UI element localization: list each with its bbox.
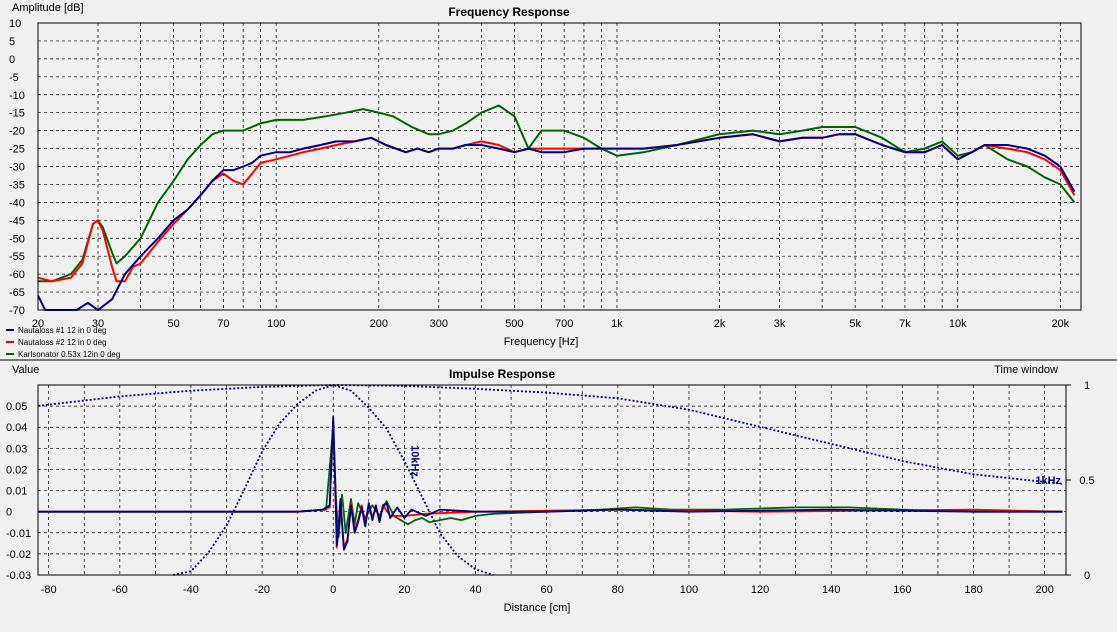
ir-window-group xyxy=(37,384,1063,576)
fr-ytick-label: -50 xyxy=(9,233,25,245)
ir-xtick-label: 180 xyxy=(964,584,982,596)
fr-ytick-label: -40 xyxy=(9,197,25,209)
fr-xtick-label: 1k xyxy=(611,318,623,330)
ir-xtick-label: 20 xyxy=(398,584,410,596)
fr-ylabel: Amplitude [dB] xyxy=(12,2,84,14)
fr-xtick-label: 3k xyxy=(774,318,786,330)
ir-xtick-label: 200 xyxy=(1035,584,1053,596)
fr-ytick-label: -45 xyxy=(9,215,25,227)
ir-series-line-1 xyxy=(38,415,1063,551)
ir-xtick-label: -40 xyxy=(183,584,199,596)
fr-title: Frequency Response xyxy=(448,5,570,19)
fr-ytick-label: -35 xyxy=(9,179,25,191)
fr-ytick-label: -60 xyxy=(9,269,25,281)
fr-ytick-label: -25 xyxy=(9,144,25,156)
ir-ylabel: Value xyxy=(12,364,39,376)
fr-xtick-label: 700 xyxy=(555,318,573,330)
ir-y2label: Time window xyxy=(994,364,1058,376)
ir-ytick-label: 0.03 xyxy=(6,443,27,455)
fr-series-line-1 xyxy=(37,133,1076,311)
legend-label-series-2: Nautaloss #2 12 in 0 deg xyxy=(18,338,107,347)
fr-ytick-label: -65 xyxy=(9,287,25,299)
fr-axis-labels: 1050-5-10-15-20-25-30-35-40-45-50-55-60-… xyxy=(9,18,1070,330)
ir-ytick-label: 0.04 xyxy=(6,422,27,434)
fr-ytick-label: 0 xyxy=(9,54,15,66)
ir-xtick-label: -60 xyxy=(112,584,128,596)
ir-xtick-label: 40 xyxy=(469,584,481,596)
ir-ytick-label: 0.02 xyxy=(6,464,27,476)
ir-window-label-1: 10kHz xyxy=(408,445,420,477)
fr-xtick-label: 5k xyxy=(849,318,861,330)
ir-series-group xyxy=(38,415,1063,551)
fr-xtick-label: 2k xyxy=(714,318,726,330)
ir-xtick-label: 120 xyxy=(751,584,769,596)
ir-ytick-label: 0.01 xyxy=(6,486,27,498)
ir-xtick-label: -20 xyxy=(254,584,270,596)
ir-ytick-label: -0.03 xyxy=(6,570,31,582)
ir-axis-labels: 0.05 0.04 0.03 0.02 0.01 0 -0.01 -0.02 -0.03 -80 -… xyxy=(6,380,1095,596)
ir-xtick-label: 60 xyxy=(541,584,553,596)
fr-xtick-label: 20 xyxy=(32,318,44,330)
fr-legend: Nautaloss #1 12 in 0 deg Nautaloss #2 12… xyxy=(6,326,120,359)
ir-xtick-label: 100 xyxy=(680,584,698,596)
ir-xtick-label: 160 xyxy=(893,584,911,596)
fr-series-line-3 xyxy=(38,104,1076,283)
fr-xtick-label: 200 xyxy=(370,318,388,330)
ir-ytick-label: 0 xyxy=(6,507,12,519)
ir-y2tick-label: 0.5 xyxy=(1079,475,1094,487)
fr-xtick-label: 500 xyxy=(505,318,523,330)
ir-xlabel: Distance [cm] xyxy=(504,602,571,614)
ir-ytick-label: -0.02 xyxy=(6,549,31,561)
fr-xtick-label: 20k xyxy=(1051,318,1069,330)
fr-xtick-label: 70 xyxy=(217,318,229,330)
fr-ytick-label: 5 xyxy=(9,36,15,48)
fr-ytick-label: 10 xyxy=(9,18,21,30)
ir-xtick-label: 80 xyxy=(612,584,624,596)
legend-label-series-1: Nautaloss #1 12 in 0 deg xyxy=(18,326,107,335)
ir-series-line-3 xyxy=(38,426,1063,538)
ir-window-label-2: 1kHz xyxy=(1035,475,1061,487)
ir-window-curve-2 xyxy=(37,384,1063,485)
fr-xtick-label: 300 xyxy=(430,318,448,330)
fr-series-group xyxy=(37,104,1076,311)
ir-xtick-label: -80 xyxy=(41,584,57,596)
ir-ytick-label: 0.05 xyxy=(6,401,27,413)
fr-ytick-label: -20 xyxy=(9,126,25,138)
fr-ytick-label: -15 xyxy=(9,108,25,120)
fr-xtick-label: 50 xyxy=(167,318,179,330)
ir-ytick-label: -0.01 xyxy=(6,528,31,540)
ir-xtick-label: 0 xyxy=(330,584,336,596)
ir-y2tick-label: 1 xyxy=(1084,380,1090,392)
fr-ytick-label: -70 xyxy=(9,305,25,317)
fr-ytick-label: -10 xyxy=(9,90,25,102)
fr-ytick-label: -30 xyxy=(9,162,25,174)
ir-window-curve-1 xyxy=(173,384,494,576)
fr-xtick-label: 30 xyxy=(92,318,104,330)
fr-ytick-label: -55 xyxy=(9,251,25,263)
legend-label-series-3: Karlsonator 0.53x 12in 0 deg xyxy=(18,350,120,359)
fr-xtick-label: 100 xyxy=(267,318,285,330)
fr-xlabel: Frequency [Hz] xyxy=(504,336,579,348)
fr-plot-frame xyxy=(37,22,1082,311)
ir-title: Impulse Response xyxy=(449,367,555,381)
ir-y2tick-label: 0 xyxy=(1084,570,1090,582)
fr-xtick-label: 10k xyxy=(949,318,967,330)
fr-ytick-label: -5 xyxy=(9,72,19,84)
ir-xtick-label: 140 xyxy=(822,584,840,596)
fr-xtick-label: 7k xyxy=(899,318,911,330)
